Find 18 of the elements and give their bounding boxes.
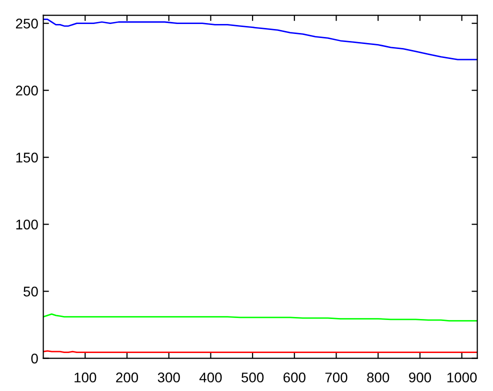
y-tick-label: 100: [16, 220, 38, 230]
y-tick-label: 200: [16, 86, 38, 96]
x-tick-label: 600: [284, 372, 306, 382]
y-tick-label: 0: [31, 354, 38, 364]
x-tick-label: 1000: [447, 372, 477, 382]
y-tick-label: 150: [16, 152, 38, 162]
line-series: [43, 313, 478, 322]
x-tick-label: 200: [116, 372, 138, 382]
x-tick-label: 300: [158, 372, 180, 382]
x-tick-label: 500: [242, 372, 264, 382]
x-tick-label: 100: [74, 372, 96, 382]
y-tick-label: 50: [24, 286, 38, 296]
x-tick-label: 700: [325, 372, 348, 382]
line-series: [43, 18, 478, 60]
x-tick-label: 400: [199, 372, 222, 382]
x-tick-label: 800: [367, 372, 390, 382]
y-tick-label: 250: [16, 18, 38, 29]
x-tick-label: 900: [409, 372, 432, 382]
